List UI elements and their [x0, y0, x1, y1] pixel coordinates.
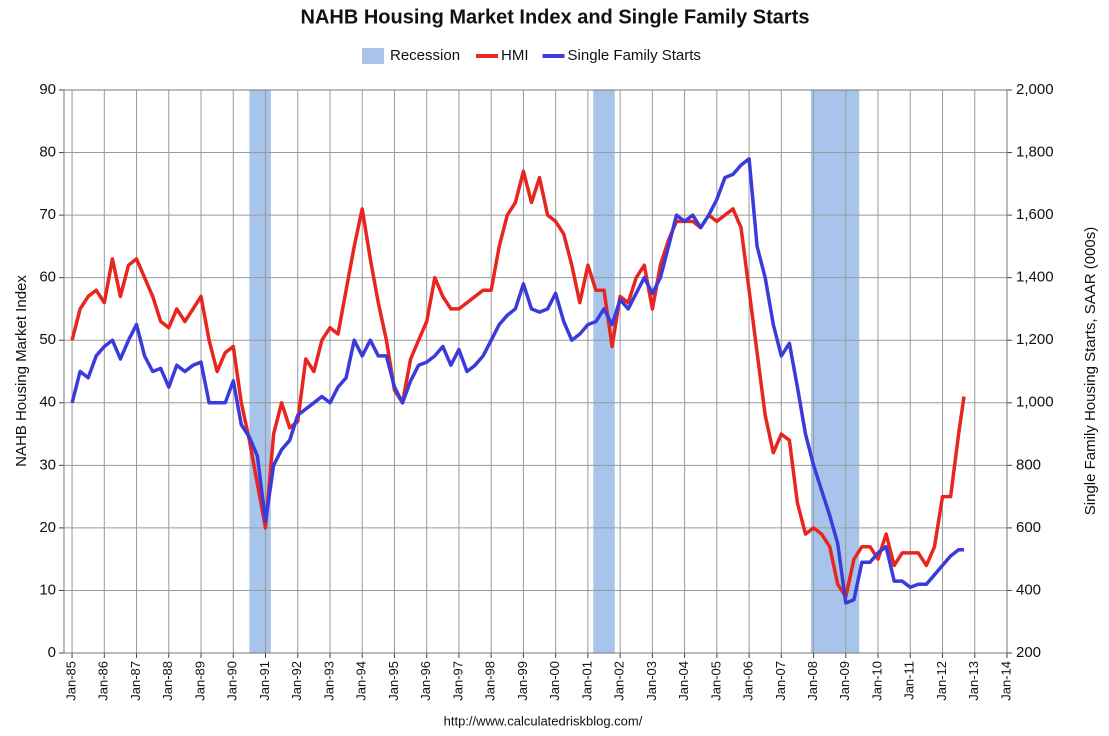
x-tick-label: Jan-00: [547, 661, 562, 701]
legend-label: Recession: [390, 47, 460, 64]
y-axis-label: NAHB Housing Market Index: [13, 275, 30, 467]
x-tick-label: Jan-07: [773, 661, 788, 701]
source: http://www.calculatedriskblog.com/: [444, 713, 643, 728]
x-tick-label: Jan-90: [225, 661, 240, 701]
x-tick-label: Jan-89: [192, 661, 207, 701]
x-tick-label: Jan-08: [805, 661, 820, 701]
x-tick-label: Jan-05: [708, 661, 723, 701]
y-tick-label: 20: [39, 519, 56, 536]
y-tick-label: 60: [39, 269, 56, 286]
y2-tick-label: 200: [1016, 644, 1041, 661]
x-tick-label: Jan-14: [998, 661, 1013, 701]
recession-band: [810, 90, 860, 653]
y2-tick-label: 1,600: [1016, 206, 1054, 223]
recession-band: [249, 90, 271, 653]
x-tick-label: Jan-03: [644, 661, 659, 701]
y-tick-label: 30: [39, 456, 56, 473]
y-tick-label: 0: [48, 644, 56, 661]
x-tick-label: Jan-95: [386, 661, 401, 701]
y2-tick-label: 1,000: [1016, 394, 1054, 411]
x-tick-label: Jan-02: [612, 661, 627, 701]
x-tick-label: Jan-92: [289, 661, 304, 701]
y2-tick-label: 2,000: [1016, 81, 1054, 98]
x-tick-label: Jan-91: [257, 661, 272, 701]
x-tick-label: Jan-99: [515, 661, 530, 701]
x-tick-label: Jan-10: [869, 661, 884, 701]
x-tick-label: Jan-13: [966, 661, 981, 701]
x-tick-label: Jan-88: [160, 661, 175, 701]
y-tick-label: 50: [39, 331, 56, 348]
x-tick-label: Jan-94: [354, 661, 369, 701]
y-tick-label: 10: [39, 581, 56, 598]
y-tick-label: 80: [39, 144, 56, 161]
x-tick-label: Jan-87: [128, 661, 143, 701]
x-tick-label: Jan-11: [902, 661, 917, 700]
legend-swatch: [362, 48, 384, 64]
x-tick-label: Jan-01: [579, 661, 594, 701]
y2-tick-label: 800: [1016, 456, 1041, 473]
y2-axis-label: Single Family Housing Starts, SAAR (000s…: [1082, 227, 1099, 515]
y2-tick-label: 600: [1016, 519, 1041, 536]
y2-tick-label: 1,200: [1016, 331, 1054, 348]
series-line: [70, 157, 964, 605]
x-tick-label: Jan-06: [741, 661, 756, 701]
x-tick-label: Jan-97: [450, 661, 465, 701]
x-tick-label: Jan-98: [483, 661, 498, 701]
legend-label: HMI: [501, 47, 529, 64]
y-tick-label: 40: [39, 394, 56, 411]
y2-tick-label: 1,400: [1016, 269, 1054, 286]
x-tick-label: Jan-12: [934, 661, 949, 701]
y-tick-label: 70: [39, 206, 56, 223]
recession-band: [593, 90, 615, 653]
chart-title: NAHB Housing Market Index and Single Fam…: [301, 6, 810, 28]
x-tick-label: Jan-85: [63, 661, 78, 701]
y-tick-label: 90: [39, 81, 56, 98]
x-tick-label: Jan-96: [418, 661, 433, 701]
x-tick-label: Jan-93: [321, 661, 336, 701]
x-tick-label: Jan-86: [96, 661, 111, 701]
y2-tick-label: 1,800: [1016, 144, 1054, 161]
y2-tick-label: 400: [1016, 581, 1041, 598]
plot-frame: [63, 89, 1008, 654]
series-line: [70, 169, 966, 599]
legend-label: Single Family Starts: [568, 47, 701, 64]
x-tick-label: Jan-04: [676, 661, 691, 701]
x-tick-label: Jan-09: [837, 661, 852, 701]
